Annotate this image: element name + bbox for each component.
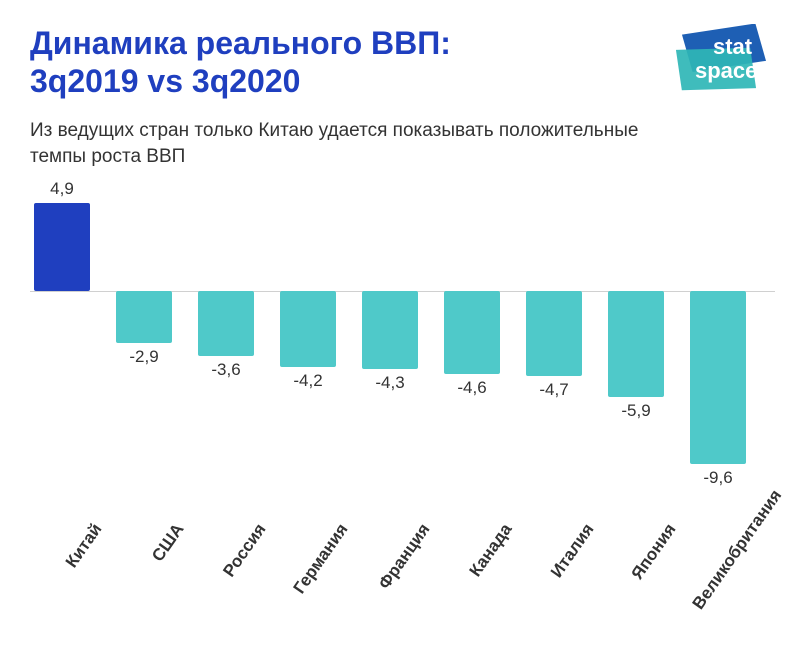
logo-line1: stat [713, 34, 753, 59]
x-axis-label: Франция [361, 520, 435, 613]
bar [444, 291, 500, 374]
x-axis-label: Россия [197, 520, 271, 613]
x-axis-label: Великобритания [689, 520, 763, 613]
chart-title: Динамика реального ВВП:3q2019 vs 3q2020 [30, 24, 451, 101]
x-axis-label: США [115, 520, 189, 613]
x-axis-label: Италия [525, 520, 599, 613]
bar [526, 291, 582, 376]
bar-value-label: 4,9 [50, 179, 74, 199]
logo-line2: space [695, 58, 757, 83]
bar [198, 291, 254, 356]
gdp-bar-chart: 4,9-2,9-3,6-4,2-4,3-4,6-4,7-5,9-9,6 [30, 199, 775, 519]
bar [362, 291, 418, 368]
bar [116, 291, 172, 343]
bar-value-label: -4,6 [457, 378, 486, 398]
bar-value-label: -2,9 [129, 347, 158, 367]
bar-value-label: -5,9 [621, 401, 650, 421]
bar-value-label: -4,7 [539, 380, 568, 400]
x-axis-labels: КитайСШАРоссияГерманияФранцияКанадаИтали… [30, 514, 775, 654]
bar [690, 291, 746, 464]
x-axis-label: Китай [33, 520, 107, 613]
x-axis-label: Германия [279, 520, 353, 613]
bar [608, 291, 664, 397]
x-axis-label: Япония [607, 520, 681, 613]
bar [280, 291, 336, 367]
bar-value-label: -3,6 [211, 360, 240, 380]
chart-subtitle: Из ведущих стран только Китаю удается по… [30, 118, 670, 169]
statspace-logo: stat space [665, 24, 775, 104]
x-axis-label: Канада [443, 520, 517, 613]
bar [34, 203, 90, 291]
bar-value-label: -4,3 [375, 373, 404, 393]
bar-value-label: -9,6 [703, 468, 732, 488]
bar-value-label: -4,2 [293, 371, 322, 391]
